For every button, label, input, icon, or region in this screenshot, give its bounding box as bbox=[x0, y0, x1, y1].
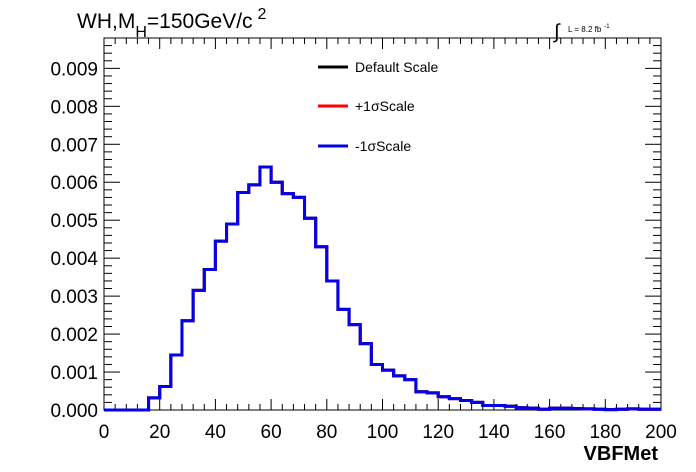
chart-title-subscript: H bbox=[135, 24, 147, 41]
series-minus-1-sigma bbox=[104, 165, 661, 412]
x-tick-label: 100 bbox=[367, 422, 399, 443]
x-tick-label: 120 bbox=[422, 422, 454, 443]
lumi-integral: ∫ bbox=[553, 21, 561, 43]
axis-ticks bbox=[103, 38, 662, 411]
y-tick-label: 0.002 bbox=[50, 325, 98, 346]
x-tick-label: 40 bbox=[205, 422, 226, 443]
series-layer bbox=[104, 165, 661, 412]
y-tick-label: 0.006 bbox=[50, 173, 98, 194]
x-tick-label: 20 bbox=[149, 422, 170, 443]
y-tick-label: 0.000 bbox=[50, 401, 98, 422]
y-tick-label: 0.003 bbox=[50, 287, 98, 308]
y-tick-label: 0.004 bbox=[50, 249, 98, 270]
lumi-value: L = 8.2 fb bbox=[568, 25, 602, 34]
chart-title-superscript: 2 bbox=[258, 6, 267, 23]
x-tick-label: 60 bbox=[261, 422, 282, 443]
x-tick-label: 200 bbox=[645, 422, 677, 443]
x-tick-label: 80 bbox=[316, 422, 337, 443]
y-tick-label: 0.009 bbox=[50, 59, 98, 80]
legend-label-plus-1-sigma: +1σScale bbox=[355, 98, 415, 114]
chart-title: WH,MH=150GeV/c 2 bbox=[77, 6, 267, 41]
lumi-superscript: -1 bbox=[604, 24, 610, 30]
chart-title-main: WH,M bbox=[77, 10, 135, 33]
x-tick-label: 140 bbox=[478, 422, 510, 443]
y-tick-label: 0.005 bbox=[50, 211, 98, 232]
x-tick-label: 0 bbox=[99, 422, 110, 443]
legend-label-minus-1-sigma: -1σScale bbox=[355, 138, 411, 154]
lumi-label: L = 8.2 fb -1 bbox=[568, 24, 610, 34]
x-axis-label: VBFMet bbox=[584, 443, 659, 465]
x-tick-label: 180 bbox=[589, 422, 621, 443]
legend-label-default-scale: Default Scale bbox=[355, 59, 438, 75]
y-tick-label: 0.008 bbox=[50, 97, 98, 118]
axis-tick-labels: 0 20 40 60 80 100 120 140 160 180 200 0.000 0.001 0.0… bbox=[50, 59, 676, 443]
legend: Default Scale +1σScale -1σScale bbox=[318, 59, 438, 154]
y-tick-label: 0.007 bbox=[50, 135, 98, 156]
chart-title-rest: =150GeV/c bbox=[147, 10, 253, 33]
x-tick-label: 160 bbox=[534, 422, 566, 443]
y-tick-label: 0.001 bbox=[50, 363, 98, 384]
